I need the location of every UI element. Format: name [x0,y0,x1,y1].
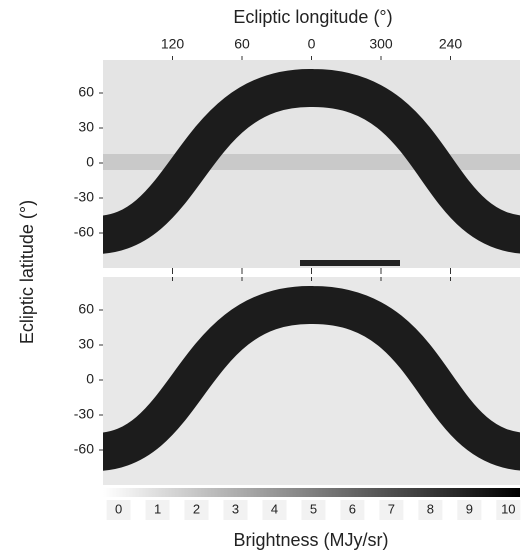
colorbar-tick-label: 9 [466,501,473,516]
colorbar-tick-box [106,500,131,520]
y-axis-label: Ecliptic latitude (°) [17,200,37,344]
y-tick-label: 60 [78,301,94,317]
y-tick-label: 60 [78,84,94,100]
y-tick-label: -30 [74,406,94,422]
colorbar-tick-box [457,500,482,520]
colorbar-tick-label: 5 [310,501,317,516]
colorbar-tick-box [223,500,248,520]
x-tick-label: 240 [439,36,463,52]
colorbar-tick-label: 1 [154,501,161,516]
x-tick-label: 0 [308,36,316,52]
x-tick-label: 60 [234,36,250,52]
y-tick-label: -60 [74,441,94,457]
colorbar-tick-label: 3 [232,501,239,516]
y-tick-label: 30 [78,336,94,352]
colorbar-tick-label: 10 [501,501,515,516]
colorbar-tick-box [379,500,404,520]
colorbar-label: Brightness (MJy/sr) [233,530,388,550]
colorbar-tick-label: 8 [427,501,434,516]
x-axis-label: Ecliptic longitude (°) [233,7,392,27]
colorbar-tick-box [184,500,209,520]
x-tick-label: 120 [161,36,185,52]
y-tick-label: 0 [86,371,94,387]
colorbar-tick-label: 7 [388,501,395,516]
colorbar-tick-box [145,500,170,520]
colorbar-tick-label: 4 [271,501,278,516]
colorbar-tick-box [496,500,521,520]
map-top [103,60,520,268]
y-tick-label: -60 [74,224,94,240]
colorbar-tick-box [301,500,326,520]
map-bottom [103,277,520,485]
y-tick-label: -30 [74,189,94,205]
colorbar-tick-label: 2 [193,501,200,516]
colorbar-tick-label: 0 [115,501,122,516]
y-tick-label: 0 [86,154,94,170]
colorbar-tick-box [418,500,443,520]
x-tick-label: 300 [369,36,393,52]
y-tick-label: 30 [78,119,94,135]
colorbar-tick-label: 6 [349,501,356,516]
colorbar-tick-box [340,500,365,520]
colorbar [103,488,520,497]
colorbar-tick-box [262,500,287,520]
